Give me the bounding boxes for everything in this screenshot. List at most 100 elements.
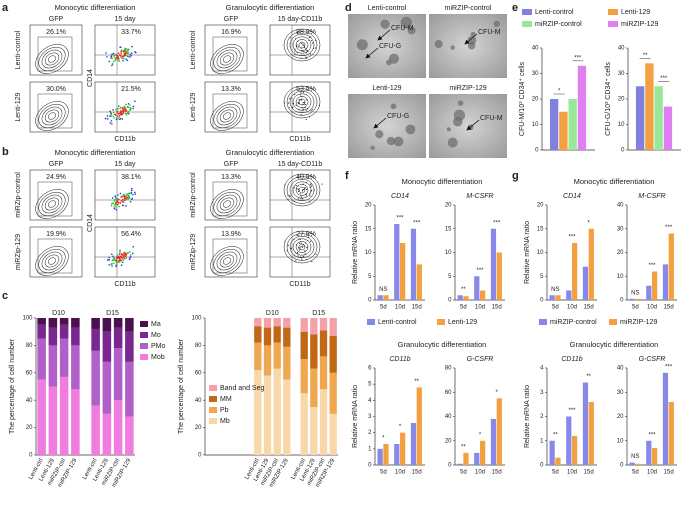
- significance: **: [461, 444, 466, 450]
- event: [113, 56, 116, 59]
- bar-segment: [113, 327, 123, 349]
- axis-label: CD14: [87, 214, 94, 232]
- event: [112, 202, 115, 204]
- contour: [283, 85, 321, 119]
- event: [306, 193, 308, 195]
- section-title: Monocytic differentiation: [55, 148, 136, 157]
- legend-swatch: [140, 354, 148, 360]
- bar-segment: [37, 379, 46, 455]
- event: [299, 256, 301, 258]
- event: [118, 253, 121, 256]
- event: [122, 111, 125, 114]
- contour: [210, 44, 244, 74]
- event: [296, 188, 298, 190]
- bar: [496, 252, 502, 300]
- contour: [35, 189, 69, 219]
- legend-swatch: [209, 385, 217, 391]
- bar-segment: [48, 318, 58, 328]
- dot-plot: [269, 226, 331, 278]
- y-tick-label: 20: [195, 425, 202, 431]
- legend-swatch: [608, 9, 618, 15]
- y-axis-label: Relative mRNA ratio: [352, 221, 359, 284]
- event: [284, 184, 286, 186]
- gfp-percent: 26.1%: [46, 29, 66, 36]
- event: [300, 242, 302, 244]
- bar-segment: [263, 345, 272, 376]
- event: [303, 54, 305, 57]
- legend-label: miRZIP-control: [550, 319, 597, 326]
- significance: *: [587, 220, 590, 226]
- event: [111, 63, 114, 65]
- bar-segment: [125, 318, 134, 332]
- event: [123, 57, 125, 60]
- contour: [35, 246, 69, 276]
- event: [125, 53, 127, 55]
- event: [135, 51, 137, 54]
- y-tick-label: 0: [448, 463, 452, 469]
- event: [115, 197, 117, 200]
- event: [108, 264, 110, 266]
- column-header: 15 day-CD11b: [278, 16, 323, 23]
- x-tick-label: 5d: [460, 305, 467, 311]
- bar: [549, 295, 555, 300]
- y-tick-label: 100: [191, 316, 202, 322]
- bar-segment: [113, 348, 123, 401]
- contour: [283, 28, 321, 62]
- event: [293, 254, 295, 256]
- event: [113, 206, 115, 208]
- event: [127, 52, 130, 54]
- event: [300, 114, 302, 116]
- event: [304, 242, 306, 244]
- event: [123, 50, 126, 52]
- colony: [457, 100, 464, 106]
- y-tick-label: 5: [540, 274, 544, 280]
- y-tick-label: 30: [618, 71, 625, 77]
- event: [132, 105, 135, 108]
- y-tick-label: 20: [617, 414, 624, 420]
- event: [305, 188, 308, 191]
- arrow: [373, 117, 387, 129]
- bar-segment: [300, 331, 308, 360]
- event: [305, 118, 307, 121]
- event: [134, 100, 136, 103]
- event: [127, 50, 129, 53]
- contour: [48, 55, 56, 63]
- significance: NS: [379, 287, 387, 293]
- event: [293, 239, 295, 241]
- bar-segment: [102, 331, 112, 362]
- column-header: 15 day: [114, 16, 136, 23]
- y-tick-label: 15: [445, 226, 452, 232]
- event: [119, 110, 122, 112]
- contour: [286, 31, 318, 59]
- x-tick-label: 15d: [664, 305, 674, 311]
- event: [121, 118, 124, 120]
- event: [122, 259, 125, 261]
- legend-swatch: [609, 319, 617, 325]
- y-axis-label: Relative mRNA ratio: [524, 221, 531, 284]
- contour: [295, 184, 309, 196]
- legend-label: Lenti-129: [448, 319, 477, 326]
- event: [118, 205, 120, 208]
- event: [309, 53, 312, 55]
- event: [112, 109, 114, 111]
- colony: [370, 145, 375, 150]
- event: [124, 257, 126, 260]
- bar: [410, 422, 417, 465]
- event: [302, 101, 304, 104]
- event: [119, 46, 121, 48]
- gate: [37, 36, 73, 72]
- event: [113, 259, 116, 261]
- contour: [292, 36, 312, 54]
- event: [300, 196, 302, 198]
- significance: ***: [568, 235, 576, 241]
- event: [126, 194, 129, 197]
- contour: [216, 194, 238, 214]
- colony: [446, 127, 451, 132]
- bar-segment: [273, 368, 281, 455]
- event: [112, 60, 115, 63]
- event: [121, 57, 123, 60]
- event: [295, 260, 297, 262]
- arrow-label: CFU-G: [387, 113, 409, 120]
- gate: [212, 93, 248, 129]
- colony: [380, 19, 390, 29]
